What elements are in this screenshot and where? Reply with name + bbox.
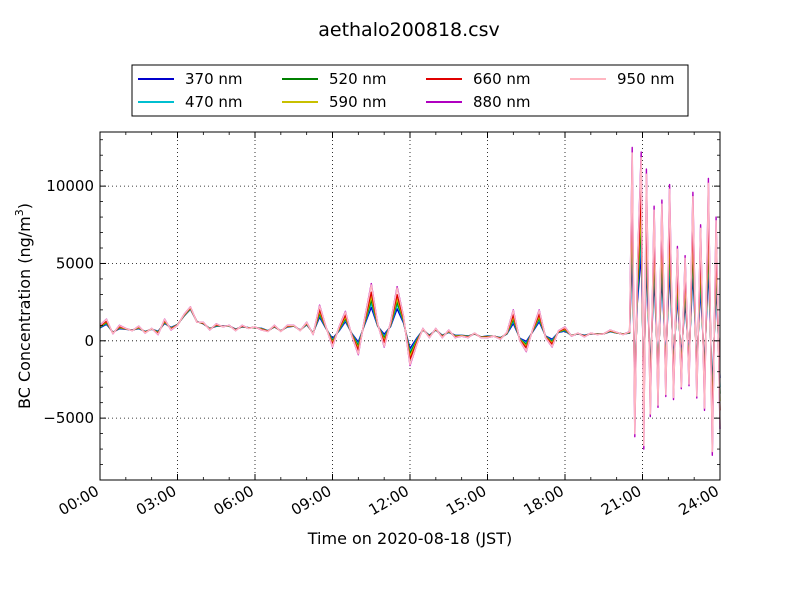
series-lines <box>99 146 721 456</box>
x-axis-label: Time on 2020-08-18 (JST) <box>307 529 512 548</box>
chart-title: aethalo200818.csv <box>318 19 500 41</box>
legend-label: 590 nm <box>329 93 387 111</box>
y-tick-label: 5000 <box>56 254 94 272</box>
legend: 370 nm 470 nm 520 nm 590 nm 660 nm 880 nm 950 … <box>131 64 689 117</box>
y-axis-label: BC Concentration (ng/m3) <box>13 203 34 409</box>
y-tick-label: −5000 <box>43 409 94 427</box>
y-axis-label-close: ) <box>15 203 34 209</box>
grid <box>100 132 720 480</box>
series-line-950-nm <box>99 152 721 453</box>
legend-label: 470 nm <box>185 93 243 111</box>
legend-label: 370 nm <box>185 70 243 88</box>
y-tick-label: 10000 <box>46 177 94 195</box>
y-tick-label: 0 <box>84 332 94 350</box>
legend-label: 880 nm <box>473 93 531 111</box>
y-axis-label-main: BC Concentration (ng/m <box>15 216 34 409</box>
legend-label: 950 nm <box>617 70 675 88</box>
legend-label: 520 nm <box>329 70 387 88</box>
ticks <box>99 132 721 481</box>
y-axis-label-superscript: 3 <box>13 209 26 216</box>
legend-box <box>131 64 689 117</box>
legend-label: 660 nm <box>473 70 531 88</box>
